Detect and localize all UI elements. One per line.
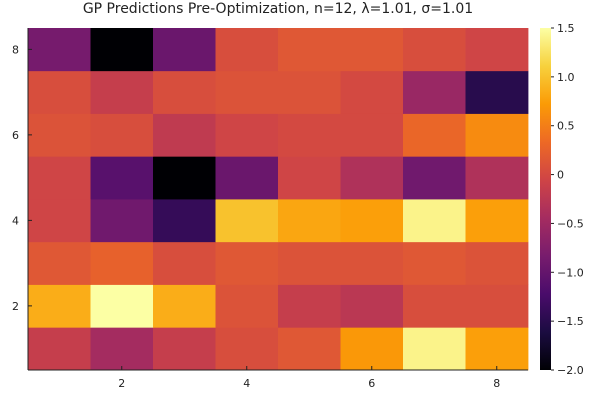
heatmap-cell [215,284,279,328]
heatmap-cell [28,70,91,114]
x-tick-label: 4 [243,377,250,390]
colorbar-tick-label: −1.5 [557,315,584,328]
heatmap-cell [403,241,466,285]
x-tick-label: 6 [368,377,375,390]
heatmap-cell [403,156,466,200]
colorbar-tick-label: 0.5 [557,120,575,133]
heatmap-cell [153,28,216,72]
heatmap-cell [28,199,91,243]
x-tick-label: 2 [118,377,125,390]
heatmap-cell [340,113,404,157]
heatmap-cell [153,199,216,243]
y-tick-label: 6 [12,129,19,142]
y-tick-label: 2 [12,300,19,313]
heatmap-cell [465,284,529,328]
heatmap-cell [90,199,154,243]
heatmap-cell [153,284,216,328]
heatmap-cell [340,28,404,72]
colorbar-tick-label: 1.5 [557,22,575,35]
heatmap-cell [340,241,404,285]
heatmap-cell [403,28,466,72]
x-tick-label: 8 [493,377,500,390]
heatmap-cell [340,284,404,328]
heatmap-cell [153,70,216,114]
heatmap-cell [465,113,529,157]
y-tick-label: 4 [12,214,19,227]
heatmap-cell [340,327,404,371]
heatmap-cell [278,156,341,200]
heatmap-cell [90,241,154,285]
heatmap-cell [403,284,466,328]
heatmap-cell [28,156,91,200]
heatmap-cells [28,28,529,371]
heatmap-cell [278,327,341,371]
heatmap-cell [28,284,91,328]
plot-axes: 2 4 6 8 2 4 6 8 [12,28,528,390]
heatmap-cell [28,327,91,371]
heatmap-cell [153,113,216,157]
heatmap-cell [340,199,404,243]
heatmap-cell [153,327,216,371]
colorbar-tick-label: −2.0 [557,364,584,377]
heatmap-cell [28,113,91,157]
y-tick-label: 8 [12,43,19,56]
heatmap-cell [278,28,341,72]
colorbar-tick-label: −0.5 [557,217,584,230]
heatmap-cell [465,156,529,200]
heatmap-cell [215,70,279,114]
chart-title: GP Predictions Pre-Optimization, n=12, λ… [83,1,473,17]
heatmap-cell [278,199,341,243]
heatmap-cell [465,241,529,285]
heatmap-cell [28,241,91,285]
colorbar-tick-label: 0 [557,169,564,182]
heatmap-cell [278,241,341,285]
colorbar [540,28,551,370]
colorbar-tick-label: 1.0 [557,71,575,84]
heatmap-cell [215,28,279,72]
heatmap-cell [278,113,341,157]
heatmap-cell [278,70,341,114]
heatmap-cell [215,199,279,243]
heatmap-cell [465,70,529,114]
heatmap-cell [465,28,529,72]
heatmap-cell [340,156,404,200]
heatmap-cell [90,28,154,72]
heatmap-cell [403,113,466,157]
heatmap-cell [278,284,341,328]
heatmap-cell [465,199,529,243]
heatmap-cell [90,156,154,200]
heatmap-cell [28,28,91,72]
heatmap-cell [215,241,279,285]
heatmap-cell [403,199,466,243]
heatmap-cell [90,113,154,157]
heatmap-cell [340,70,404,114]
colorbar-tick-label: −1.0 [557,266,584,279]
heatmap-cell [403,327,466,371]
heatmap-cell [90,70,154,114]
heatmap-cell [153,241,216,285]
heatmap-cell [215,113,279,157]
heatmap-cell [215,327,279,371]
heatmap-cell [90,284,154,328]
heatmap-cell [215,156,279,200]
colorbar-ticks: −2.0 −1.5 −1.0 −0.5 0 0.5 1.0 1.5 [551,22,584,377]
heatmap-cell [90,327,154,371]
heatmap-cell [403,70,466,114]
heatmap-cell [465,327,529,371]
heatmap-cell [153,156,216,200]
